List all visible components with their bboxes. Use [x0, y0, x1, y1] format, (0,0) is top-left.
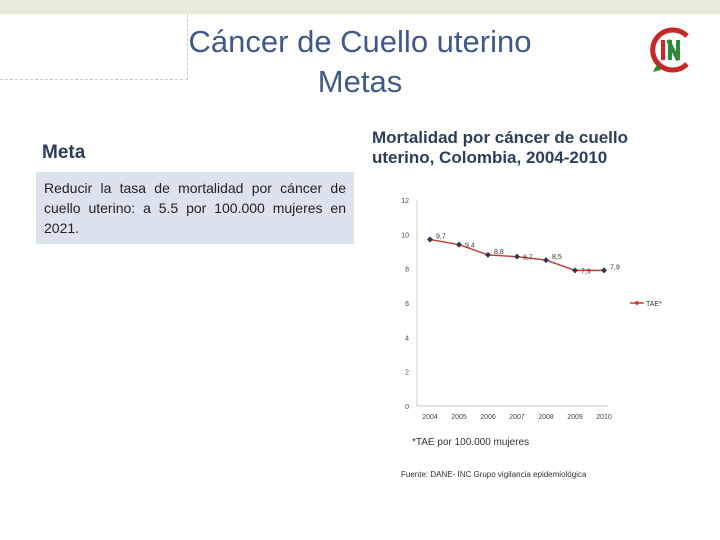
- y-tick-label: 10: [401, 232, 409, 239]
- legend-marker: [634, 300, 640, 306]
- y-tick-label: 4: [405, 335, 409, 342]
- top-bar: [0, 0, 720, 14]
- x-tick-label: 2004: [422, 414, 438, 421]
- data-point: [543, 257, 549, 264]
- y-tick-label: 2: [405, 370, 409, 377]
- data-point: [514, 253, 520, 260]
- y-tick-label: 6: [405, 301, 409, 308]
- chart-footnote: *TAE por 100.000 mujeres: [412, 437, 530, 448]
- x-tick-label: 2009: [567, 414, 583, 421]
- data-point: [485, 251, 491, 258]
- x-tick-label: 2008: [538, 414, 554, 421]
- data-point: [456, 241, 462, 248]
- data-label: 9,4: [465, 243, 475, 250]
- y-tick-label: 12: [401, 198, 409, 205]
- mortality-line-chart: 0 2 4 6 8 10 12 2004 2005 2006 2007 2008 2009 2010 9,7…: [401, 198, 662, 421]
- slide-title-line-2: Metas: [317, 64, 403, 99]
- data-label: 8,8: [494, 249, 504, 256]
- data-label: 7,9: [610, 264, 620, 271]
- legend-label: TAE*: [646, 301, 662, 308]
- slide-title: Cáncer de Cuello uterino Metas: [110, 22, 610, 102]
- y-tick-label: 0: [405, 404, 409, 411]
- data-point: [601, 267, 607, 274]
- data-label: 8,5: [552, 254, 562, 261]
- data-point: [572, 267, 578, 274]
- data-label: 9,7: [436, 233, 446, 240]
- x-tick-label: 2010: [596, 414, 612, 421]
- chart-title: Mortalidad por cáncer de cuello uterino,…: [372, 128, 629, 167]
- y-tick-label: 8: [405, 267, 409, 274]
- source-note: Fuente: DANE- INC Grupo vigilancia epide…: [401, 470, 587, 479]
- x-tick-label: 2006: [480, 414, 496, 421]
- placeholder-frame: [0, 14, 188, 80]
- inc-logo-icon: [650, 27, 689, 73]
- x-tick-label: 2007: [509, 414, 525, 421]
- data-point: [427, 236, 433, 243]
- data-label: 8,7: [523, 255, 533, 262]
- x-tick-label: 2005: [451, 414, 467, 421]
- meta-text: Reducir la tasa de mortalidad por cáncer…: [36, 172, 354, 244]
- slide-title-line-1: Cáncer de Cuello uterino: [188, 24, 532, 59]
- meta-heading: Meta: [42, 142, 86, 163]
- data-label: 7,9: [581, 268, 591, 275]
